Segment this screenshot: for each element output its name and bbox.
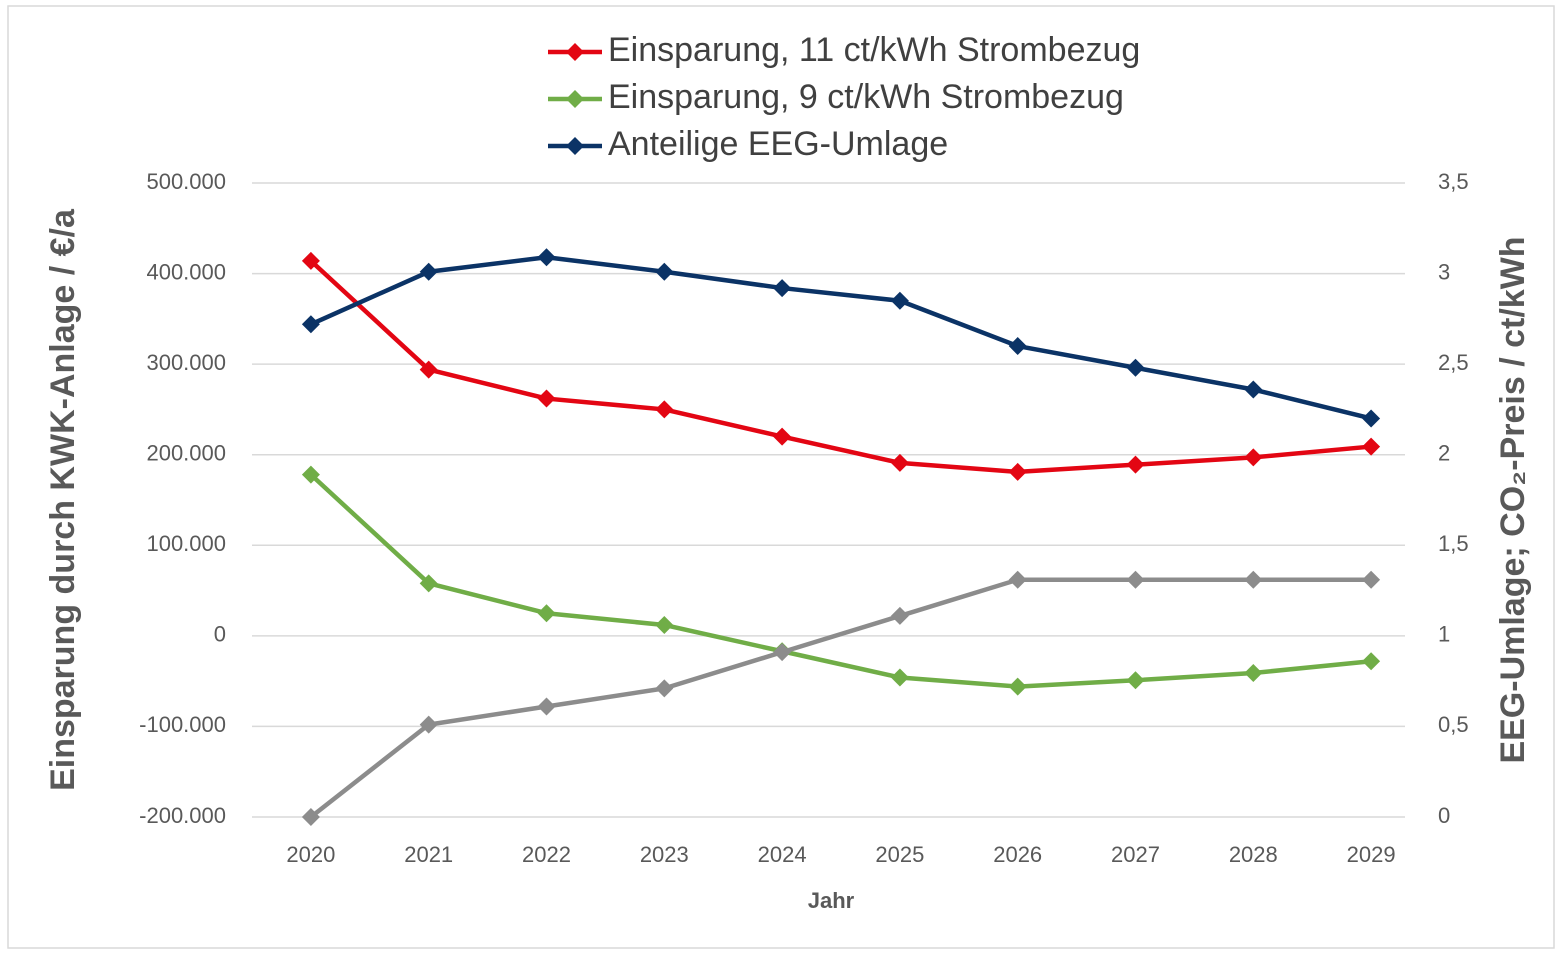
- y2-tick-label: 3: [1438, 259, 1450, 284]
- x-tick-label: 2028: [1229, 842, 1278, 867]
- point-marker: [1244, 570, 1263, 589]
- point-marker: [655, 262, 674, 281]
- point-marker: [301, 465, 320, 484]
- y2-tick-label: 1: [1438, 622, 1450, 647]
- y-tick-label: -200.000: [139, 803, 226, 828]
- point-marker: [773, 427, 792, 446]
- x-tick-label: 2022: [522, 842, 571, 867]
- x-tick-label: 2029: [1347, 842, 1396, 867]
- y-tick-label: 200.000: [146, 441, 226, 466]
- y-tick-label: 400.000: [146, 259, 226, 284]
- point-marker: [419, 574, 438, 593]
- point-marker: [537, 389, 556, 408]
- y2-tick-label: 2: [1438, 441, 1450, 466]
- y2-tick-label: 0: [1438, 803, 1450, 828]
- point-marker: [1126, 570, 1145, 589]
- point-marker: [655, 400, 674, 419]
- point-marker: [537, 248, 556, 267]
- point-marker: [1362, 652, 1381, 671]
- legend-label: Einsparung, 9 ct/kWh Strombezug: [608, 78, 1124, 116]
- point-marker: [301, 251, 320, 270]
- y2-tick-label: 3,5: [1438, 169, 1469, 194]
- point-marker: [419, 360, 438, 379]
- point-marker: [1126, 358, 1145, 377]
- point-marker: [301, 315, 320, 334]
- x-tick-label: 2025: [875, 842, 924, 867]
- series-line: [309, 577, 1372, 819]
- y2-axis-title: EEG-Umlage; CO₂-Preis / ct/kWh: [1494, 236, 1532, 763]
- point-marker: [890, 606, 909, 625]
- point-marker: [1244, 448, 1263, 467]
- point-marker: [1126, 671, 1145, 690]
- point-marker: [1008, 677, 1027, 696]
- point-marker: [655, 615, 674, 634]
- point-marker: [1244, 380, 1263, 399]
- chart-frame: [7, 5, 1555, 949]
- point-marker: [890, 668, 909, 687]
- series-line: [309, 472, 1372, 689]
- x-tick-label: 2021: [404, 842, 453, 867]
- point-marker: [537, 604, 556, 623]
- y-axis-title: Einsparung durch KWK-Anlage / €/a: [44, 208, 82, 791]
- point-marker: [1362, 437, 1381, 456]
- x-tick-label: 2024: [758, 842, 807, 867]
- legend-marker: [566, 43, 584, 61]
- legend-marker: [566, 137, 584, 155]
- legend-label: Anteilige EEG-Umlage: [608, 125, 948, 163]
- point-marker: [419, 262, 438, 281]
- y2-tick-label: 0,5: [1438, 712, 1469, 737]
- x-tick-label: 2020: [286, 842, 335, 867]
- legend-label: Einsparung, 11 ct/kWh Strombezug: [608, 31, 1140, 69]
- point-marker: [301, 808, 320, 826]
- y-tick-label: -100.000: [139, 712, 226, 737]
- point-marker: [890, 291, 909, 310]
- point-marker: [419, 715, 438, 734]
- legend-marker: [566, 90, 584, 108]
- y2-tick-label: 1,5: [1438, 531, 1469, 556]
- point-marker: [537, 697, 556, 716]
- y-tick-label: 300.000: [146, 350, 226, 375]
- y-tick-label: 500.000: [146, 169, 226, 194]
- series-line: [309, 259, 1372, 475]
- x-tick-label: 2027: [1111, 842, 1160, 867]
- x-tick-label: 2023: [640, 842, 689, 867]
- point-marker: [1008, 337, 1027, 356]
- point-marker: [890, 453, 909, 472]
- point-marker: [1362, 570, 1381, 589]
- point-marker: [1008, 570, 1027, 589]
- point-marker: [773, 643, 792, 662]
- x-axis-title: Jahr: [808, 888, 855, 913]
- series-line: [309, 255, 1372, 421]
- y2-tick-label: 2,5: [1438, 350, 1469, 375]
- point-marker: [773, 279, 792, 298]
- point-marker: [1008, 462, 1027, 481]
- point-marker: [1362, 409, 1381, 428]
- point-marker: [655, 679, 674, 698]
- y-tick-label: 100.000: [146, 531, 226, 556]
- y-tick-label: 0: [214, 622, 226, 647]
- x-tick-label: 2026: [993, 842, 1042, 867]
- point-marker: [1126, 455, 1145, 474]
- point-marker: [1244, 663, 1263, 682]
